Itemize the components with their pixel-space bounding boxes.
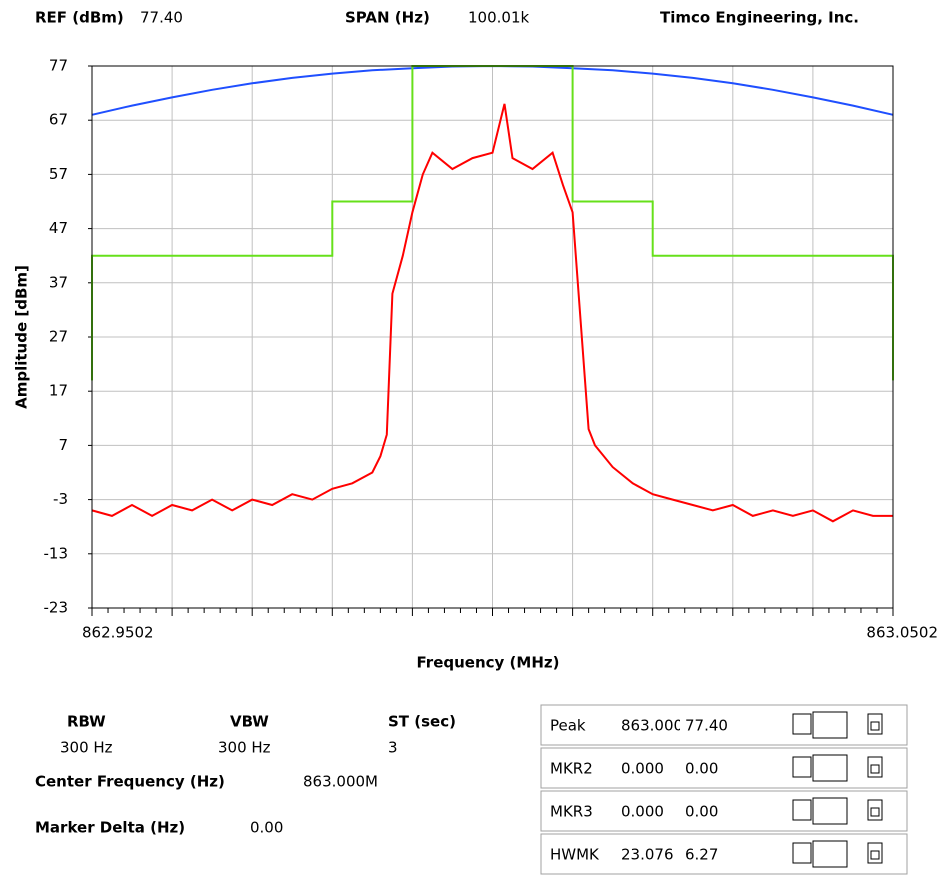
trace [91,103,893,523]
y-axis-label: Amplitude [dBm] [13,265,31,409]
span-label: SPAN (Hz) [345,9,430,27]
marker-row [540,790,908,832]
checkbox[interactable] [792,842,812,864]
plot-frame [91,65,894,609]
color-box[interactable] [812,711,848,739]
lock-icon[interactable] [867,713,883,735]
checkbox[interactable] [792,713,812,735]
clip: 0.000 [621,760,664,778]
x-tick-label: 862.9502 [82,624,154,642]
y-tick-label: 77 [49,57,68,75]
lock-body [870,721,880,731]
y-tick-label: 17 [49,382,68,400]
marker-name: MKR3 [550,803,593,821]
marker-freq: 23.076 [621,846,674,864]
y-tick-label: 37 [49,273,68,291]
span-value: 100.01k [468,9,529,27]
lock-icon[interactable] [867,756,883,778]
marker-name: Peak [550,717,586,735]
vbw-label: VBW [230,713,269,731]
marker-amp: 0.00 [685,803,718,821]
st-value: 3 [388,739,398,757]
clip: 0.000 [621,803,664,821]
clip: 863.000 [621,717,683,735]
company: Timco Engineering, Inc. [660,9,859,27]
ref-label: REF (dBm) [35,9,124,27]
lock-icon[interactable] [867,842,883,864]
clip: 23.076 [621,846,674,864]
rbw-label: RBW [67,713,106,731]
checkbox[interactable] [792,799,812,821]
marker-name: MKR2 [550,760,593,778]
ref-value: 77.40 [140,9,183,27]
marker-amp: 77.40 [685,717,728,735]
checkbox[interactable] [792,756,812,778]
marker-row [540,747,908,789]
color-box[interactable] [812,840,848,868]
y-tick-label: -3 [53,490,68,508]
color-box[interactable] [812,754,848,782]
lock-body [870,764,880,774]
center-value: 863.000M [303,773,378,791]
marker-name: HWMK [550,846,600,864]
lock-icon[interactable] [867,799,883,821]
lock-body [870,850,880,860]
x-axis-label: Frequency (MHz) [417,654,560,672]
delta-value: 0.00 [250,819,283,837]
marker-freq: 0.000 [621,760,664,778]
marker-freq: 863.000 [621,717,683,735]
marker-freq: 0.000 [621,803,664,821]
lock-body [870,807,880,817]
st-label: ST (sec) [388,713,456,731]
y-tick-label: -23 [44,599,69,617]
marker-table: Peak 863.000 77.40 MKR2 0.000 0.00 MKR3 0.000 0.… [540,704,908,875]
marker-amp: 6.27 [685,846,718,864]
delta-label: Marker Delta (Hz) [35,819,185,837]
center-label: Center Frequency (Hz) [35,773,225,791]
color-box[interactable] [812,797,848,825]
vbw-value: 300 Hz [218,739,271,757]
plot [88,64,894,616]
marker-amp: 0.00 [685,760,718,778]
x-tick-label: 863.0502 [866,624,938,642]
y-tick-label: 27 [49,328,68,346]
y-tick-label: 67 [49,111,68,129]
y-tick-label: -13 [44,544,69,562]
y-tick-label: 7 [58,436,68,454]
y-tick-label: 57 [49,165,68,183]
rbw-value: 300 Hz [60,739,113,757]
y-tick-label: 47 [49,219,68,237]
